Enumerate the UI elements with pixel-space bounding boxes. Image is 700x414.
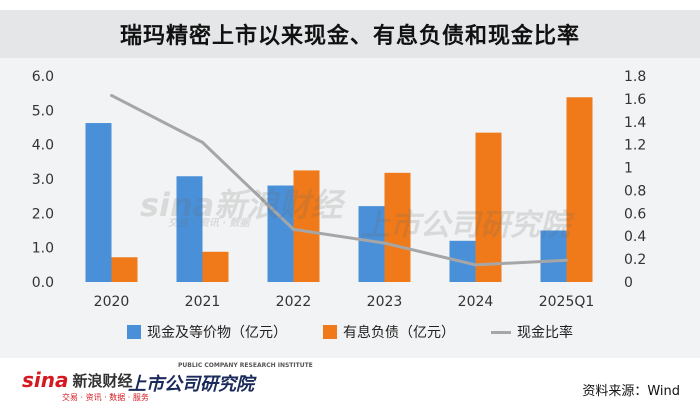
y-right-tick-label: 0: [624, 275, 633, 291]
bar-debt: [475, 132, 502, 282]
legend-item-debt: 有息负债（亿元）: [323, 322, 455, 342]
y-right-tick-label: 1.4: [624, 115, 646, 131]
x-tick-label: 2021: [185, 294, 221, 310]
y-right-tick-label: 0.4: [624, 229, 646, 245]
sina-logo-name: 新浪财经: [72, 371, 133, 390]
y-right-tick-label: 1: [624, 161, 633, 177]
legend-swatch-ratio: [491, 330, 511, 334]
y-left-tick-label: 3.0: [32, 172, 54, 188]
point-cash-ratio: [110, 93, 113, 97]
y-left-tick-label: 4.0: [32, 138, 54, 154]
x-tick-label: 2025Q1: [539, 294, 595, 310]
y-left-tick-label: 2.0: [32, 206, 54, 222]
data-source: 资料来源：Wind: [582, 384, 680, 399]
point-cash-ratio: [292, 227, 295, 231]
y-left-tick-label: 1.0: [32, 241, 54, 257]
watermark-sub: 交易 · 资讯 · 数据: [168, 218, 250, 229]
legend-label-ratio: 现金比率: [517, 325, 573, 341]
bar-cash: [267, 185, 294, 282]
sina-logo: sina 新浪财经 交易 · 资讯 · 数据 · 服务: [22, 368, 149, 402]
point-cash-ratio: [474, 263, 477, 267]
legend-swatch-cash: [127, 325, 141, 339]
footer: sina 新浪财经 交易 · 资讯 · 数据 · 服务 上市公司研究院 PUBL…: [0, 358, 700, 414]
x-tick-label: 2024: [458, 294, 494, 310]
chart-legend: 现金及等价物（亿元） 有息负债（亿元） 现金比率: [0, 322, 700, 342]
bar-debt: [566, 97, 593, 282]
institute-logo-en: PUBLIC COMPANY RESEARCH INSTITUTE: [178, 362, 313, 369]
bar-cash: [176, 176, 203, 282]
legend-swatch-debt: [323, 325, 337, 339]
bar-cash: [85, 123, 112, 282]
chart-svg: 0.0 1.0 2.0 3.0 4.0 5.0 6.0 0 0.2 0.4 0.6 0.8 1 1.2 1.…: [32, 69, 647, 310]
y-right-tick-label: 1.6: [624, 92, 646, 108]
watermark-institute: 上市公司研究院: [360, 208, 570, 243]
legend-item-ratio: 现金比率: [491, 322, 573, 342]
point-cash-ratio: [565, 258, 568, 262]
y-right-tick-label: 1.2: [624, 138, 646, 154]
bar-debt: [384, 172, 411, 282]
y-left-tick-label: 6.0: [32, 69, 54, 85]
point-cash-ratio: [383, 241, 386, 245]
y-right-tick-label: 0.2: [624, 252, 646, 268]
bar-cash: [358, 206, 385, 282]
sina-logo-mark: sina: [22, 368, 69, 392]
point-cash-ratio: [201, 140, 204, 144]
title-bar: 瑞玛精密上市以来现金、有息负债和现金比率: [0, 10, 700, 58]
legend-label-debt: 有息负债（亿元）: [343, 325, 455, 341]
x-tick-label: 2023: [367, 294, 403, 310]
institute-logo: 上市公司研究院 PUBLIC COMPANY RESEARCH INSTITUT…: [128, 362, 313, 396]
x-tick-label: 2022: [276, 294, 312, 310]
bar-cash: [540, 230, 567, 282]
y-right-tick-label: 0.6: [624, 206, 646, 222]
institute-logo-name: 上市公司研究院: [128, 374, 254, 395]
y-left-tick-label: 0.0: [32, 275, 54, 291]
chart-title: 瑞玛精密上市以来现金、有息负债和现金比率: [119, 24, 580, 49]
bar-debt: [293, 170, 320, 282]
y-right-tick-label: 1.8: [624, 69, 646, 85]
bar-debt: [202, 251, 229, 282]
y-right-tick-label: 0.8: [624, 183, 646, 199]
watermark-sina: sina新浪财经: [140, 186, 343, 224]
y-left-tick-label: 5.0: [32, 103, 54, 119]
sina-logo-tagline: 交易 · 资讯 · 数据 · 服务: [62, 393, 149, 402]
legend-label-cash: 现金及等价物（亿元）: [147, 325, 287, 341]
bar-debt: [111, 257, 138, 282]
x-tick-label: 2020: [94, 294, 130, 310]
legend-item-cash: 现金及等价物（亿元）: [127, 322, 287, 342]
line-cash-ratio: [110, 94, 567, 267]
